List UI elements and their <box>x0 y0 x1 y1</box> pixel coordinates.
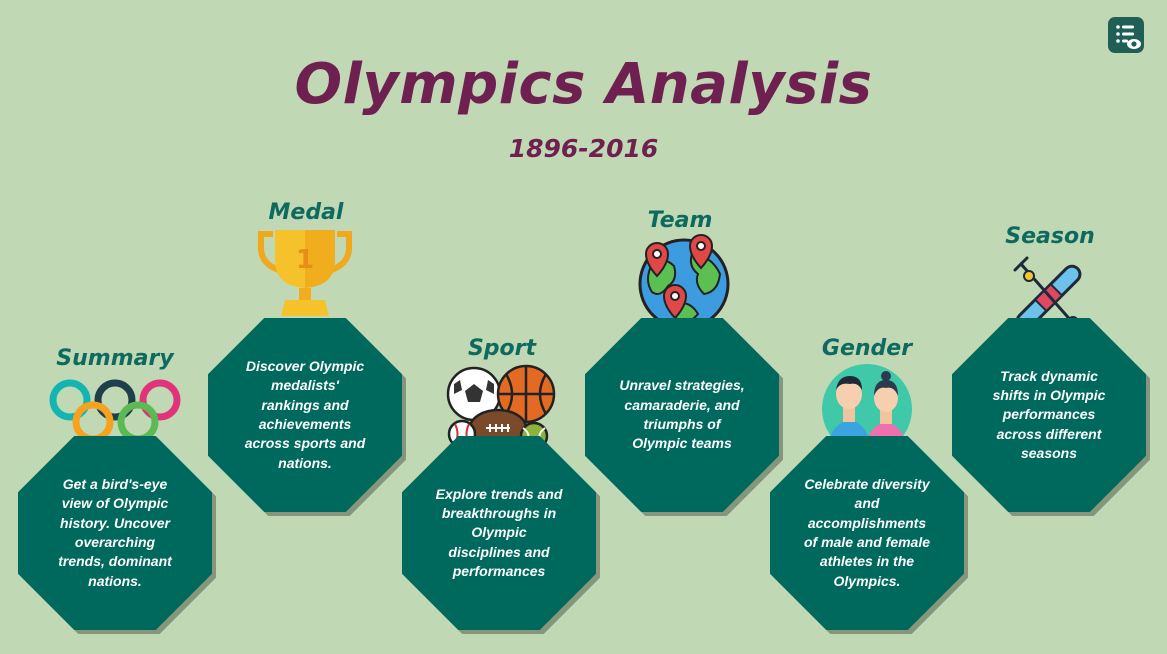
card-medal-description: Discover Olympic medalists' rankings and… <box>244 358 366 471</box>
card-label-medal[interactable]: Medal <box>268 200 344 225</box>
list-view-icon <box>1116 25 1141 49</box>
card-label-summary[interactable]: Summary <box>56 346 174 371</box>
card-sport[interactable]: Explore trends and breakthroughs in Olym… <box>402 436 596 630</box>
trophy-icon: 1 <box>258 230 352 316</box>
card-label-season[interactable]: Season <box>1005 224 1095 249</box>
svg-text:1: 1 <box>296 245 314 275</box>
card-label-team[interactable]: Team <box>647 208 713 233</box>
card-season-description: Track dynamic shifts in Olympic performa… <box>992 367 1106 461</box>
card-sport-description: Explore trends and breakthroughs in Olym… <box>435 485 563 579</box>
card-medal[interactable]: Discover Olympic medalists' rankings and… <box>208 318 402 512</box>
globe-pins-icon <box>638 234 730 330</box>
card-label-gender[interactable]: Gender <box>821 336 913 361</box>
page-title: Olympics Analysis <box>294 52 873 117</box>
card-gender-description: Celebrate diversity and accomplishments … <box>803 476 931 589</box>
page-subtitle: 1896-2016 <box>508 134 659 163</box>
card-summary-description: Get a bird's-eye view of Olympic history… <box>58 476 172 589</box>
card-label-sport[interactable]: Sport <box>467 336 537 361</box>
card-season[interactable]: Track dynamic shifts in Olympic performa… <box>952 318 1146 512</box>
card-team[interactable]: Unravel strategies, camaraderie, and tri… <box>585 318 779 512</box>
card-summary[interactable]: Get a bird's-eye view of Olympic history… <box>18 436 212 630</box>
card-gender[interactable]: Celebrate diversity and accomplishments … <box>770 436 964 630</box>
list-view-button[interactable] <box>1108 17 1144 53</box>
olympic-rings-icon <box>49 379 181 443</box>
card-team-description: Unravel strategies, camaraderie, and tri… <box>619 377 745 452</box>
